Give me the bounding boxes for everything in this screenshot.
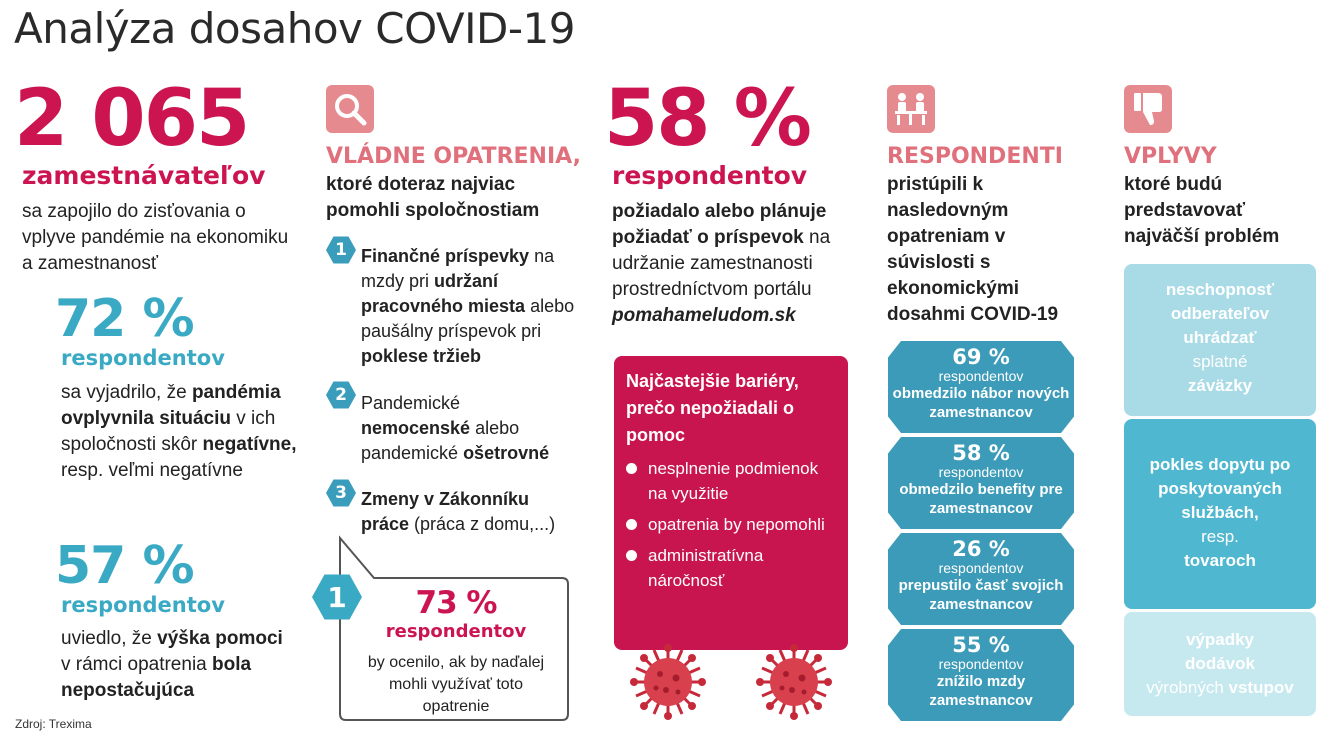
impact-bold: neschopnosť odberateľov uhrádzať: [1165, 280, 1275, 347]
impact-bold: záväzky: [1187, 376, 1253, 395]
magnifier-icon: [326, 85, 374, 133]
measure-pct: 58 %: [952, 441, 1010, 465]
barriers-list: nesplnenie podmienok na využitie opatren…: [626, 456, 838, 599]
measure-desc: znížilo mzdy zamestnancov: [929, 673, 1033, 709]
barrier-item: administratívna náročnosť: [626, 543, 838, 593]
barriers-title: Najčastejšie bariéry, prečo nepožiadali …: [626, 371, 799, 445]
measure-3-text: Zmeny v Zákonníku práce (práca z domu,..…: [361, 489, 556, 534]
stat2-pct: 57 %: [55, 536, 195, 596]
measure-1-text: Finančné príspevky na mzdy pri udržaní p…: [361, 246, 575, 366]
respondents-sub: pristúpili k nasledovným opatreniam v sú…: [887, 174, 1059, 325]
stat2-label: respondentov: [61, 593, 225, 617]
employers-label: zamestnávateľov: [22, 161, 266, 190]
measure-card: 69 % respondentov obmedzilo nábor nových…: [888, 341, 1074, 433]
applied-label: respondentov: [612, 161, 808, 190]
impact-text: resp.: [1201, 527, 1239, 546]
gov-measures-heading: VLÁDNE OPATRENIA,: [326, 144, 581, 169]
page-title: Analýza dosahov COVID-19: [14, 4, 575, 53]
impact-text: výrobných: [1146, 678, 1229, 697]
stat1-pct: 72 %: [55, 289, 195, 349]
measure-desc: obmedzilo benefity pre zamestnancov: [899, 481, 1063, 517]
impact-card: neschopnosť odberateľov uhrádzať splatné…: [1124, 264, 1316, 416]
impact-bold: vstupov: [1228, 678, 1294, 697]
speech-bubble: [339, 535, 569, 721]
impact-bold: pokles dopytu po poskytovaných službách,: [1149, 455, 1291, 522]
measure-label: respondentov: [938, 368, 1024, 384]
impact-text: splatné: [1192, 352, 1248, 371]
applied-pct: 58 %: [604, 74, 812, 164]
measure-2-number: 2: [326, 381, 356, 409]
measure-label: respondentov: [938, 464, 1024, 480]
measure-desc: obmedzilo nábor nových zamestnancov: [892, 385, 1070, 421]
measure-pct: 69 %: [952, 345, 1010, 369]
employers-count: 2 065: [14, 74, 250, 164]
employers-desc: sa zapojilo do zisťovania o vplyve pandé…: [22, 201, 289, 274]
measure-label: respondentov: [938, 560, 1024, 576]
bubble-label: respondentov: [385, 621, 527, 642]
measure-2-text: Pandemické nemocenské alebo pandemické o…: [361, 393, 550, 463]
virus-icon: [630, 644, 706, 720]
measure-pct: 55 %: [952, 633, 1010, 657]
measure-label: respondentov: [938, 656, 1024, 672]
impact-card: výpadky dodávok výrobných vstupov: [1124, 612, 1316, 716]
measure-1-number: 1: [326, 236, 356, 264]
stat1-text: sa vyjadrilo, že pandémia ovplyvnila sit…: [61, 382, 297, 481]
people-at-table-icon: [887, 85, 935, 133]
impacts-heading: VPLYVY: [1124, 144, 1217, 169]
stat2-text: uviedlo, že výška pomoci v rámci opatren…: [61, 628, 283, 701]
barriers-box: Najčastejšie bariéry, prečo nepožiadali …: [614, 356, 848, 650]
impacts-sub: ktoré budú predstavovať najväčší problém: [1124, 174, 1280, 247]
bubble-number: 1: [312, 574, 362, 620]
barrier-item: opatrenia by nepomohli: [626, 512, 838, 537]
bubble-pct: 73 %: [415, 585, 498, 621]
gov-measures-sub: ktoré doteraz najviac pomohli spoločnost…: [326, 174, 540, 221]
barrier-item: nesplnenie podmienok na využitie: [626, 456, 838, 506]
bubble-text: by ocenilo, ak by naďalej mohli využívať…: [367, 654, 545, 715]
impact-bold: výpadky dodávok: [1185, 630, 1255, 673]
thumbs-down-icon: [1124, 85, 1172, 133]
measure-card: 55 % respondentov znížilo mzdy zamestnan…: [888, 629, 1074, 721]
source-note: Zdroj: Trexima: [15, 717, 92, 731]
measure-card: 26 % respondentov prepustilo časť svojic…: [888, 533, 1074, 625]
stat1-label: respondentov: [61, 346, 225, 370]
measure-card: 58 % respondentov obmedzilo benefity pre…: [888, 437, 1074, 529]
impact-bold: tovaroch: [1184, 551, 1256, 570]
impact-card: pokles dopytu po poskytovaných službách,…: [1124, 419, 1316, 609]
measure-3-number: 3: [326, 479, 356, 507]
measure-desc: prepustilo časť svojich zamestnancov: [898, 577, 1064, 613]
virus-icon: [756, 644, 832, 720]
measure-pct: 26 %: [952, 537, 1010, 561]
respondents-heading: RESPONDENTI: [887, 144, 1063, 169]
applied-text: požiadalo alebo plánuje požiadať o prísp…: [612, 201, 831, 326]
